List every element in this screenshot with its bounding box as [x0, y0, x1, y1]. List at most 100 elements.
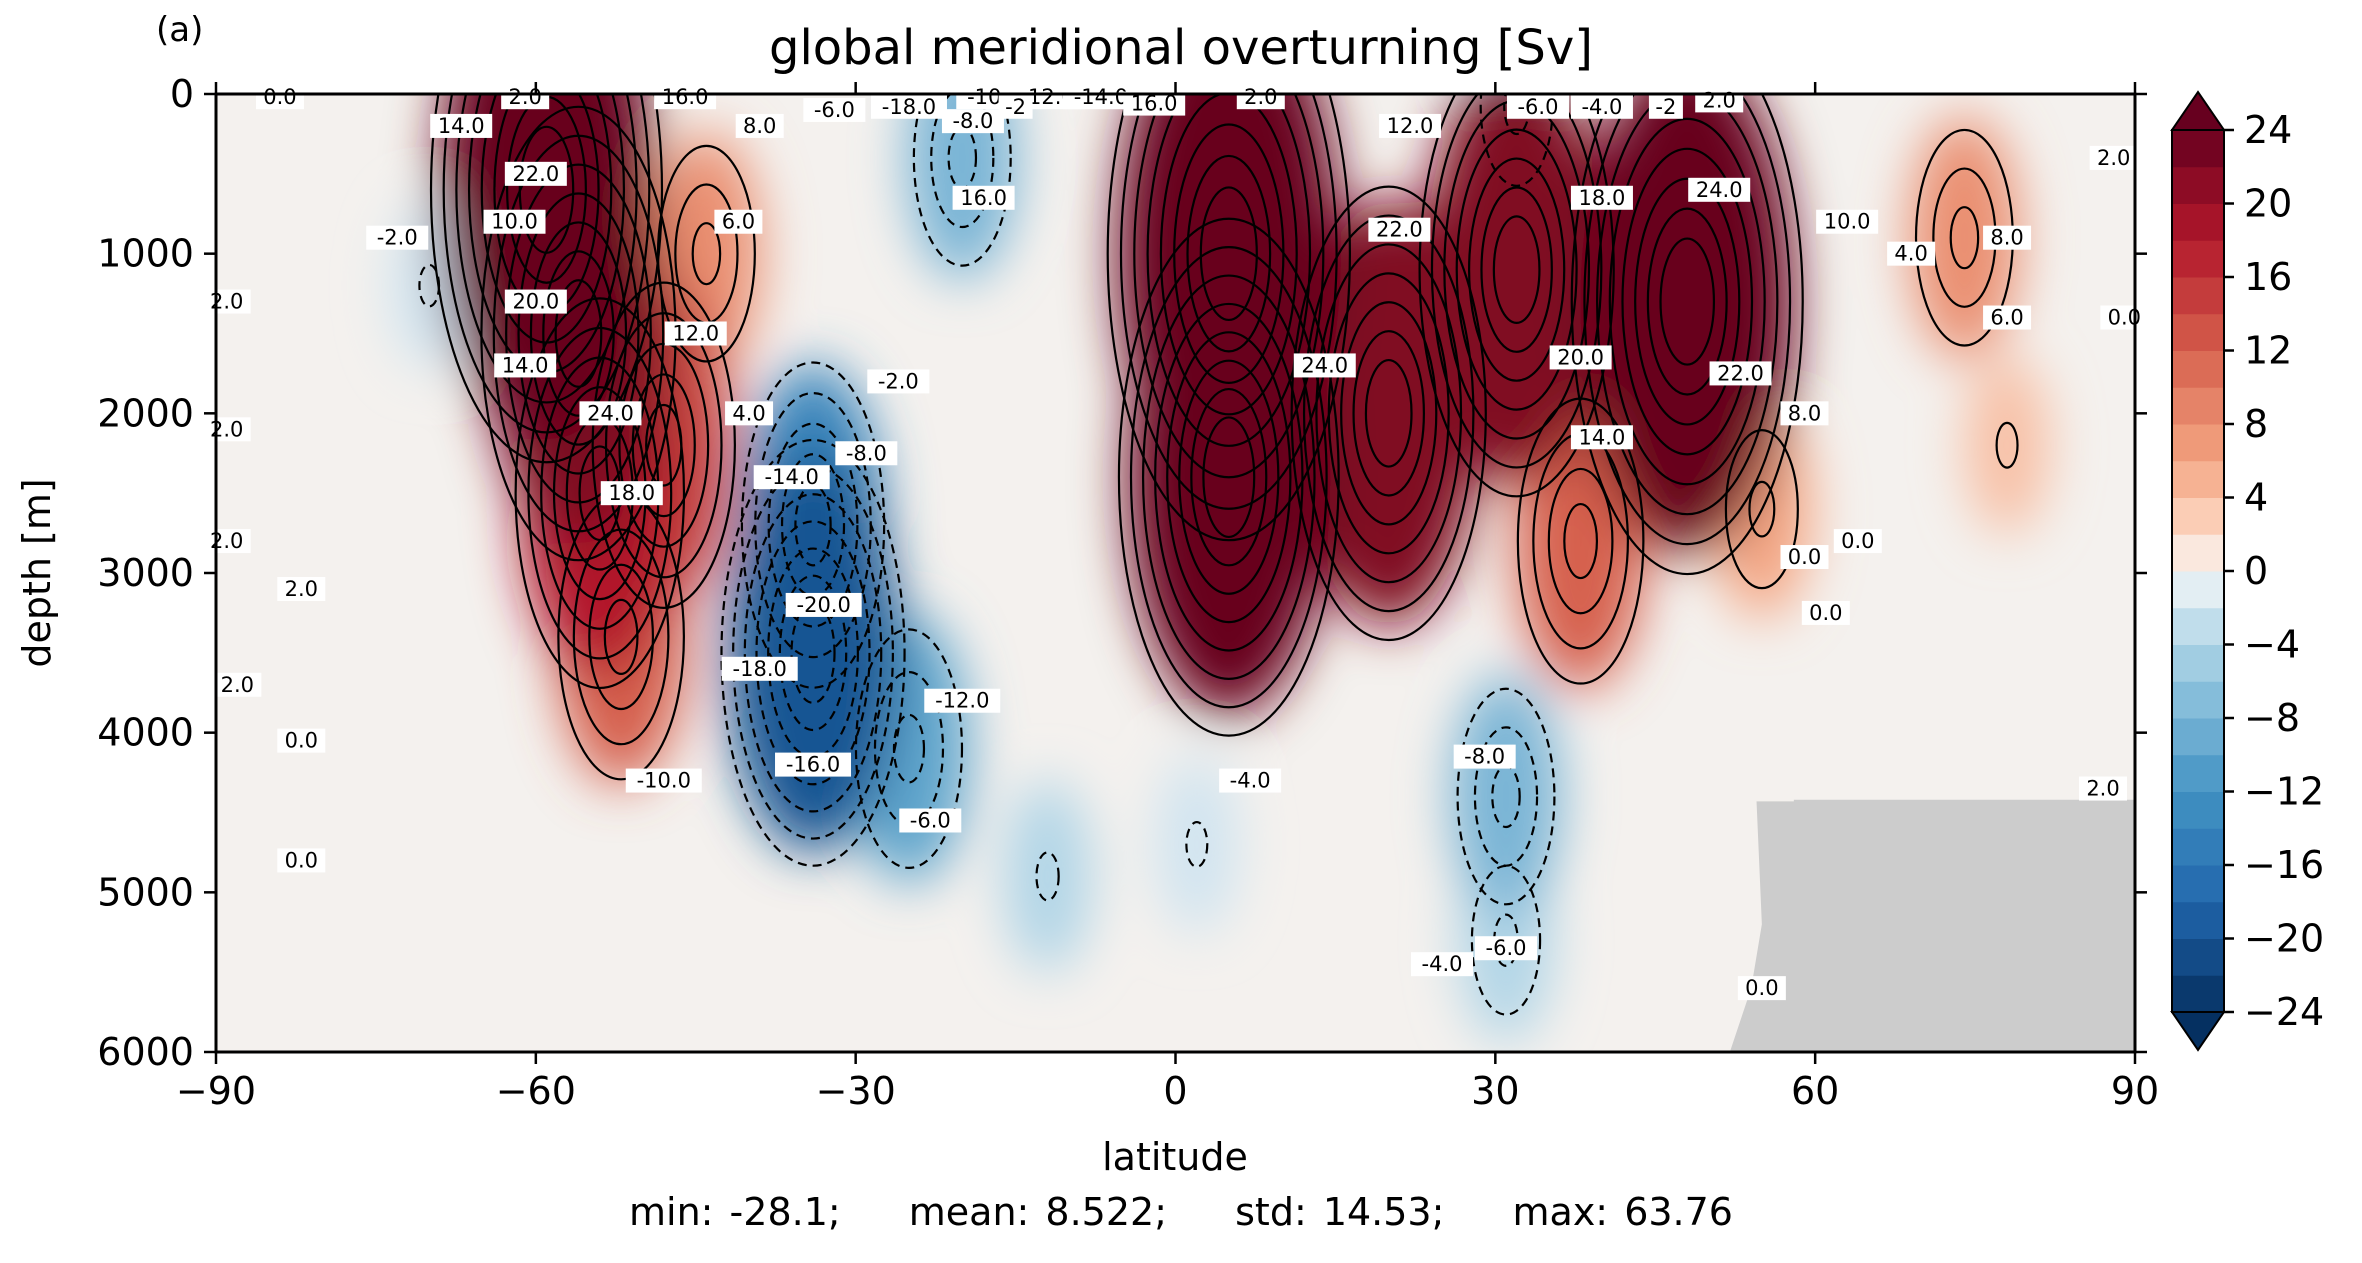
contour-line-1-4	[505, 163, 652, 504]
contour-label-bg	[714, 209, 763, 234]
contour-label-46: -4.0	[1570, 94, 1633, 119]
colorbar-level	[2172, 828, 2224, 866]
contour-label-23: -18.0	[870, 94, 947, 119]
contour-label-text: 20.0	[1557, 345, 1604, 369]
colorbar-tick-label: 20	[2244, 182, 2292, 226]
contour-line-12-0	[1199, 186, 1258, 322]
contour-line-4-2	[618, 342, 710, 548]
contour-line-7-3	[755, 520, 871, 786]
colorbar-tick-label: −8	[2244, 696, 2300, 740]
contour-label-bg	[1648, 94, 1683, 119]
contour-label-text: 14.0	[1579, 425, 1626, 449]
contour-label-text: -4.0	[1422, 952, 1463, 976]
stat-min: min: -28.1;	[629, 1190, 841, 1234]
contour-line-14-4	[1315, 243, 1463, 584]
contour-label-bg	[202, 417, 251, 442]
contour-label-text: -6.0	[1486, 936, 1527, 960]
contour-label-34: -8.0	[835, 441, 898, 466]
colorbar: 24 20 16 12 8 4 0 −4 −8 −12 −16 −20 −24	[2170, 90, 2324, 1052]
contour-line-4-3	[604, 312, 723, 579]
contour-label-bg	[1801, 600, 1850, 625]
contour-label-text: 12.0	[1387, 114, 1434, 138]
contour-label-bg	[725, 401, 774, 426]
contour-label-text: -14.0	[765, 465, 819, 489]
field-cell-2	[1155, 754, 1239, 934]
contour-line-6-0	[418, 263, 441, 308]
contour-label-33: -14.0	[753, 465, 830, 490]
colorbar-tick-label: 16	[2244, 255, 2292, 299]
contour-label-text: -8.0	[846, 441, 887, 465]
contour-label-bg	[255, 85, 304, 110]
contour-label-text: -10.0	[637, 769, 691, 793]
stat-std: std: 14.53;	[1235, 1190, 1445, 1234]
colorbar-level	[2172, 571, 2224, 609]
contour-label-text: 4.0	[1894, 242, 1927, 266]
contour-label-text: -12.0	[935, 689, 989, 713]
contour-line-14-5	[1302, 214, 1475, 613]
contour-label-text: 0.0	[1841, 529, 1874, 553]
contour-label-text: 6.0	[722, 210, 755, 234]
contour-label-bg	[654, 85, 717, 110]
x-tick-label: −90	[176, 1069, 256, 1113]
contour-label-62: 0.0	[1780, 545, 1829, 570]
contour-label-64: -8.0	[1453, 744, 1516, 769]
colorbar-tick-label: 24	[2244, 108, 2292, 152]
contour-label-15: 2.0	[202, 289, 251, 314]
colorbar-level	[2172, 130, 2224, 168]
contour-label-50: 24.0	[1688, 177, 1751, 202]
x-tick-label: 0	[1163, 1069, 1187, 1113]
contour-line-3-0	[603, 598, 639, 675]
contour-line-14-0	[1364, 358, 1413, 468]
contour-label-60: 0.0	[2100, 305, 2149, 330]
contour-line-12-1	[1186, 154, 1272, 353]
contour-label-56: 4.0	[1887, 242, 1936, 266]
colorbar-level	[2172, 277, 2224, 315]
contour-label-48: 2.0	[1695, 88, 1744, 113]
contour-line-8-3	[754, 391, 872, 659]
contour-line-7-1	[778, 574, 848, 732]
colorbar-level	[2172, 718, 2224, 756]
contour-label-16: 2.0	[202, 417, 251, 442]
contour-label-text: 18.0	[608, 481, 655, 505]
contour-label-text: 6.0	[1990, 306, 2023, 330]
x-tick-label: 90	[2111, 1069, 2159, 1113]
contour-line-17-1	[1547, 467, 1614, 615]
contour-label-bg	[1737, 976, 1786, 1001]
y-tick-label: 5000	[97, 870, 194, 914]
contour-label-22: -6.0	[803, 97, 866, 122]
contour-line-15-6	[1418, 94, 1615, 498]
colorbar-level	[2172, 644, 2224, 682]
contour-label-bg	[1506, 94, 1569, 119]
contour-line-11-0	[1035, 851, 1060, 902]
contour-line-16-6	[1583, 94, 1792, 546]
y-tick-label: 2000	[97, 391, 194, 435]
contour-line-4-0	[645, 403, 683, 487]
contour-label-text: 14.0	[502, 353, 549, 377]
contour-label-text: -8.0	[1464, 745, 1505, 769]
contour-label-3: 14.0	[430, 113, 493, 138]
contour-label-bg	[1688, 177, 1751, 202]
contour-label-text: -4.0	[1230, 769, 1271, 793]
contour-label-text: -14.0	[1074, 85, 1128, 109]
contour-label-5: 10.0	[483, 209, 546, 234]
contour-line-16-3	[1621, 147, 1754, 456]
contour-line-5-2	[656, 144, 756, 363]
contour-label-text: -2.0	[377, 226, 418, 250]
contour-line-14-2	[1340, 301, 1438, 526]
contour-label-14: -2.0	[366, 225, 429, 250]
contour-label-66: -4.0	[1411, 952, 1474, 977]
contour-label-bg	[366, 225, 429, 250]
contour-label-bg	[870, 94, 947, 119]
contour-label-57: 8.0	[1983, 225, 2032, 250]
contour-line-0-7	[429, 94, 664, 464]
contour-label-bg	[899, 808, 962, 833]
contour-label-bg	[835, 441, 898, 466]
contour-label-bg	[1123, 91, 1186, 116]
contour-line-7-6	[720, 438, 906, 867]
colorbar-level	[2172, 791, 2224, 829]
contour-label-63: 0.0	[1801, 600, 1850, 625]
contour-label-bg	[1453, 744, 1516, 769]
contour-label-bg	[504, 161, 567, 186]
contour-label-bg	[1293, 353, 1356, 378]
contour-line-13-3	[1166, 331, 1292, 624]
